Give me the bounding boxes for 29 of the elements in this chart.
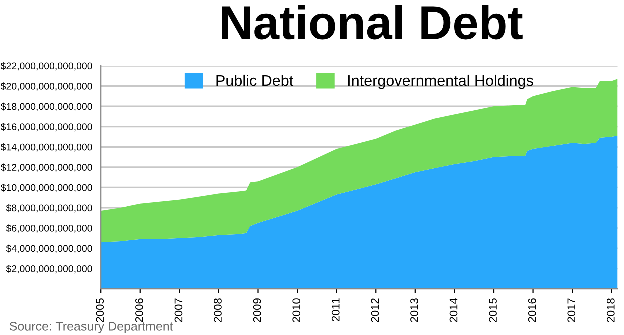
source-note: Source: Treasury Department xyxy=(10,322,174,334)
y-tick-label: $18,000,000,000,000 xyxy=(0,102,92,112)
x-tick-label: 2009 xyxy=(253,298,262,322)
x-tick-label: 2005 xyxy=(96,298,104,322)
x-tick-label: 2013 xyxy=(410,298,418,322)
x-tick-label: 2010 xyxy=(292,298,301,322)
chart-title: National Debt xyxy=(222,5,523,40)
legend-label: Public Debt xyxy=(216,74,294,86)
x-tick-label: 2017 xyxy=(568,298,576,322)
y-tick-label: $10,000,000,000,000 xyxy=(0,184,92,192)
x-tick-label: 2018 xyxy=(606,298,615,322)
x-tick-label: 2016 xyxy=(528,298,536,322)
y-tick-label: $14,000,000,000,000 xyxy=(0,143,92,152)
y-tick-label: $12,000,000,000,000 xyxy=(0,164,92,172)
y-tick-label: $8,000,000,000,000 xyxy=(6,204,92,213)
x-tick-label: 2006 xyxy=(135,298,144,322)
y-tick-label: $22,000,000,000,000 xyxy=(0,62,92,71)
x-tick-label: 2012 xyxy=(371,298,380,322)
y-tick-label: $2,000,000,000,000 xyxy=(6,265,92,274)
y-tick-label: $20,000,000,000,000 xyxy=(0,82,92,92)
legend-label: Intergovernmental Holdings xyxy=(348,74,534,90)
y-tick-label: $16,000,000,000,000 xyxy=(0,123,92,132)
x-tick-label: 2014 xyxy=(450,298,458,322)
x-tick-label: 2015 xyxy=(489,298,497,322)
x-tick-label: 2008 xyxy=(214,298,222,322)
x-tick-label: 2011 xyxy=(332,298,340,322)
y-tick-label: $4,000,000,000,000 xyxy=(6,244,92,254)
x-tick-label: 2007 xyxy=(174,298,183,322)
y-tick-label: $6,000,000,000,000 xyxy=(6,224,92,234)
